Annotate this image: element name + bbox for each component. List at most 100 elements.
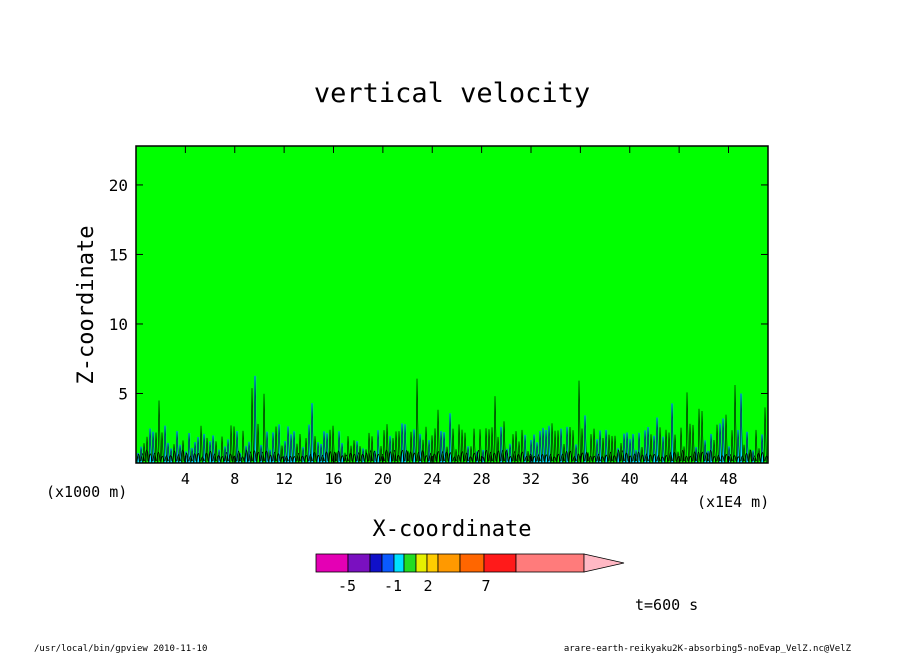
- field-contour: [484, 449, 489, 462]
- colorbar-label: 7: [481, 577, 490, 595]
- field-contour: [348, 452, 353, 462]
- field-cell: [413, 429, 416, 463]
- field-contour: [652, 453, 657, 462]
- field-cell: [536, 442, 539, 463]
- field-contour: [688, 423, 692, 464]
- field-contour: [340, 455, 345, 462]
- field-contour: [661, 436, 665, 464]
- field-contour: [380, 454, 385, 462]
- field-cell: [191, 448, 194, 463]
- field-contour: [416, 452, 421, 462]
- field-cell: [632, 433, 635, 463]
- field-contour: [616, 449, 621, 462]
- field-contour: [532, 455, 537, 462]
- field-contour: [352, 453, 357, 462]
- field-contour: [169, 448, 173, 464]
- x-tick-label: 36: [571, 470, 589, 488]
- field-cell: [149, 428, 152, 463]
- field-cell: [566, 426, 569, 463]
- field-contour: [580, 428, 584, 464]
- field-contour: [164, 455, 169, 462]
- field-cell: [467, 446, 470, 463]
- field-contour: [604, 454, 609, 462]
- field-contour: [736, 429, 740, 464]
- field-contour: [619, 442, 623, 464]
- field-contour: [580, 452, 585, 462]
- field-contour: [144, 449, 149, 462]
- field-contour: [336, 450, 341, 462]
- field-cell: [302, 447, 305, 463]
- field-contour: [572, 456, 577, 462]
- field-contour: [560, 453, 565, 462]
- field-contour: [528, 453, 533, 462]
- field-cell: [320, 444, 323, 463]
- field-contour: [640, 454, 645, 462]
- field-cell: [704, 440, 707, 463]
- field-cell: [695, 447, 698, 463]
- field-contour: [379, 445, 383, 464]
- colorbar-swatch: [347, 553, 371, 573]
- field-contour: [464, 452, 469, 462]
- field-contour: [502, 421, 506, 464]
- field-contour: [392, 449, 397, 462]
- field-contour: [412, 452, 417, 462]
- field-contour: [200, 456, 205, 462]
- colorbar-swatch: [483, 553, 517, 573]
- field-contour: [250, 388, 254, 464]
- field-contour: [240, 456, 245, 462]
- field-contour: [649, 434, 653, 464]
- field-contour: [193, 442, 197, 464]
- field-cell: [575, 444, 578, 463]
- field-contour: [256, 423, 260, 464]
- field-contour: [208, 450, 213, 462]
- field-contour: [500, 450, 505, 462]
- field-contour: [202, 433, 206, 464]
- field-contour: [688, 455, 693, 462]
- field-contour: [658, 427, 662, 464]
- field-contour: [397, 431, 401, 464]
- field-cell: [212, 435, 215, 463]
- colorbar-swatch: [426, 553, 439, 573]
- field-cell: [401, 423, 404, 463]
- x-tick-label: 16: [324, 470, 342, 488]
- field-contour: [520, 451, 525, 462]
- field-contour: [436, 451, 441, 462]
- field-contour: [564, 450, 569, 462]
- field-contour: [272, 451, 277, 462]
- field-contour: [452, 456, 457, 462]
- field-contour: [544, 454, 549, 462]
- field-contour: [412, 429, 416, 464]
- field-contour: [697, 408, 701, 464]
- field-cell: [596, 439, 599, 463]
- field-cell: [167, 442, 170, 463]
- field-contour: [212, 453, 217, 462]
- field-contour: [420, 450, 425, 462]
- field-contour: [643, 430, 647, 464]
- velocity-field: [136, 375, 769, 464]
- field-contour: [704, 452, 709, 462]
- field-contour: [652, 435, 656, 464]
- field-contour: [360, 453, 365, 462]
- field-contour: [648, 454, 653, 462]
- field-contour: [708, 449, 713, 462]
- field-contour: [556, 430, 560, 464]
- field-contour: [736, 456, 741, 462]
- field-contour: [516, 454, 521, 462]
- field-contour: [364, 452, 369, 462]
- field-contour: [421, 439, 425, 464]
- field-cell: [653, 435, 656, 463]
- field-contour: [298, 434, 302, 464]
- colorbar-swatch: [403, 553, 417, 573]
- field-contour: [276, 453, 281, 462]
- x-tick-label: 8: [230, 470, 239, 488]
- field-cell: [338, 431, 341, 463]
- field-contour: [718, 423, 722, 464]
- field-contour: [264, 450, 269, 462]
- field-contour: [232, 426, 236, 464]
- field-contour: [583, 415, 587, 464]
- field-contour: [457, 424, 461, 464]
- field-contour: [568, 426, 572, 464]
- field-contour: [154, 432, 158, 464]
- field-contour: [432, 453, 437, 462]
- field-cell: [290, 434, 293, 463]
